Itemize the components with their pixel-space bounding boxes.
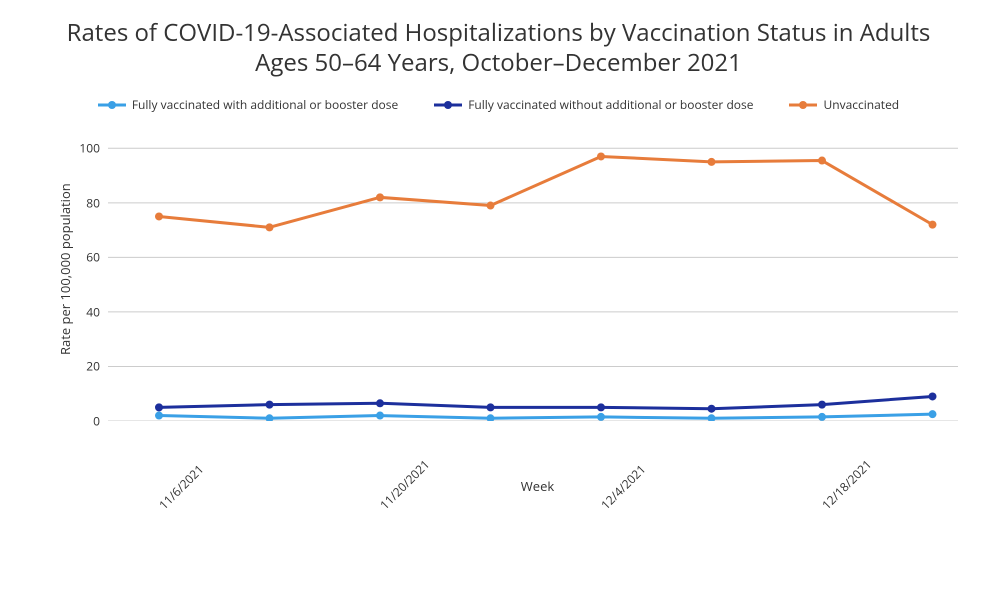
legend-item[interactable]: Fully vaccinated without additional or b… xyxy=(434,96,753,113)
legend-label: Fully vaccinated without additional or b… xyxy=(468,96,753,113)
chart-title: Rates of COVID-19-Associated Hospitaliza… xyxy=(0,0,997,78)
plot-area: Rate per 100,000 population Week 0204060… xyxy=(108,121,967,495)
legend-swatch xyxy=(98,100,126,110)
legend-item[interactable]: Unvaccinated xyxy=(789,96,899,113)
y-tick-label: 60 xyxy=(86,249,108,266)
legend-label: Unvaccinated xyxy=(823,96,899,113)
y-tick-label: 80 xyxy=(86,194,108,211)
legend-label: Fully vaccinated with additional or boos… xyxy=(132,96,398,113)
y-tick-label: 40 xyxy=(86,303,108,320)
y-tick-label: 0 xyxy=(93,413,108,430)
legend-swatch xyxy=(434,100,462,110)
legend-swatch xyxy=(789,100,817,110)
legend: Fully vaccinated with additional or boos… xyxy=(0,96,997,113)
y-tick-label: 20 xyxy=(86,358,108,375)
chart-container: Rates of COVID-19-Associated Hospitaliza… xyxy=(0,0,997,594)
plot-svg xyxy=(108,121,958,421)
y-axis-title: Rate per 100,000 population xyxy=(56,183,74,355)
legend-item[interactable]: Fully vaccinated with additional or boos… xyxy=(98,96,398,113)
y-tick-label: 100 xyxy=(79,140,108,157)
